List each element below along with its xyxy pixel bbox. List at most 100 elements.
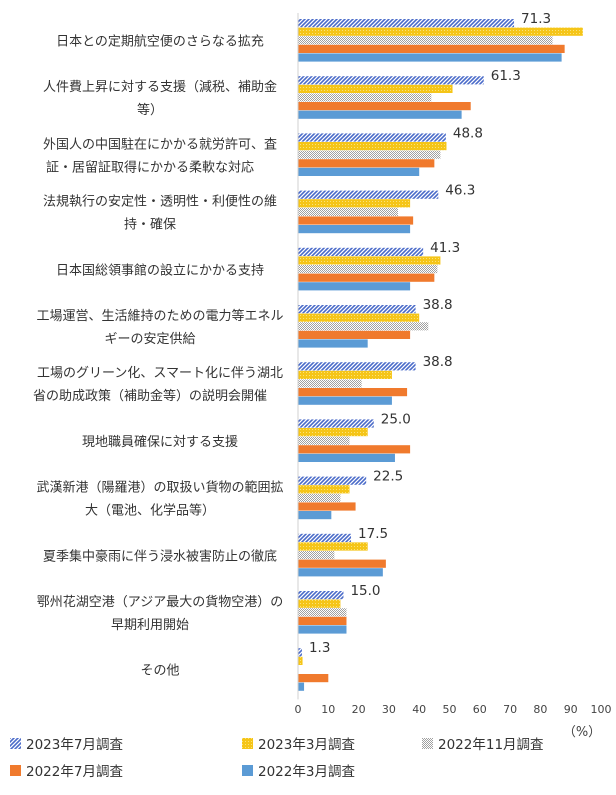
legend-swatch [242, 737, 253, 749]
data-label: 48.8 [453, 125, 483, 141]
bar-4-6 [298, 330, 411, 339]
data-label: 61.3 [491, 68, 521, 84]
bar-2-6 [298, 313, 420, 322]
legend-label: 2022年3月調査 [258, 764, 355, 780]
category-label: 証・居留証取得にかかる柔軟な対応 [46, 159, 254, 175]
bar-5-1 [298, 53, 562, 62]
legend-item: 2022年11月調査 [422, 733, 544, 753]
category-label: 省の助成政策（補助金等）の説明会開催 [33, 388, 267, 404]
legend-swatch [10, 764, 21, 776]
category-label: 現地職員確保に対する支援 [82, 434, 238, 450]
bar-5-10 [298, 568, 383, 577]
category-label: 工場のグリーン化、スマート化に伴う湖北 [37, 366, 283, 381]
bar-2-11 [298, 599, 341, 608]
data-label: 25.0 [381, 411, 411, 427]
category-label: 早期利用開始 [111, 618, 189, 633]
bar-4-10 [298, 559, 386, 568]
bar-5-3 [298, 167, 420, 176]
bar-5-7 [298, 396, 392, 405]
bar-4-8 [298, 445, 411, 454]
bar-3-10 [298, 551, 335, 560]
x-tick-label: 80 [533, 703, 547, 716]
bar-3-8 [298, 436, 350, 445]
bar-4-1 [298, 44, 565, 53]
bar-4-11 [298, 616, 347, 625]
category-label: 夏季集中豪雨に伴う浸水被害防止の徹底 [43, 548, 277, 564]
bar-4-3 [298, 159, 435, 168]
bar-4-2 [298, 102, 471, 111]
category-label: 大（電池、化学品等） [85, 503, 215, 519]
data-label: 22.5 [373, 469, 403, 485]
bar-5-12 [298, 682, 305, 691]
bar-1-4 [298, 190, 439, 199]
data-label: 17.5 [358, 526, 388, 542]
x-tick-label: 100 [591, 703, 612, 716]
bar-4-5 [298, 273, 435, 282]
bar-5-6 [298, 339, 368, 348]
category-label: 武漢新港（陽羅港）の取扱い貨物の範囲拡 [36, 480, 283, 496]
data-label: 46.3 [445, 183, 475, 199]
x-tick-label: 30 [382, 703, 396, 716]
bar-5-2 [298, 110, 462, 119]
bar-3-6 [298, 322, 429, 331]
bar-3-3 [298, 150, 441, 159]
bar-3-2 [298, 93, 432, 102]
bar-4-12 [298, 674, 329, 683]
bar-3-9 [298, 493, 341, 502]
legend-swatch [422, 737, 433, 749]
x-tick-label: 60 [473, 703, 487, 716]
data-label: 38.8 [423, 297, 453, 313]
bar-3-11 [298, 608, 347, 617]
category-label: 外国人の中国駐在にかかる就労許可、査 [43, 137, 277, 152]
bar-2-5 [298, 256, 441, 265]
x-tick-label: 50 [443, 703, 457, 716]
bar-5-11 [298, 625, 347, 634]
bar-1-7 [298, 362, 416, 371]
category-label: 日本との定期航空便のさらなる拡充 [56, 34, 264, 50]
unit-label: （%） [563, 725, 601, 740]
legend-label: 2022年7月調査 [26, 764, 123, 780]
legend-swatch [10, 737, 21, 749]
category-label: 鄂州花湖空港（アジア最大の貨物空港）の [37, 594, 283, 610]
data-label: 71.3 [521, 11, 551, 27]
legend-label: 2022年11月調査 [438, 737, 544, 753]
bar-2-9 [298, 485, 350, 494]
x-tick-label: 20 [352, 703, 366, 716]
data-label: 41.3 [430, 240, 460, 256]
category-label: 人件費上昇に対する支援（減税、補助金 [43, 79, 277, 95]
x-tick-label: 10 [321, 703, 335, 716]
bar-3-1 [298, 36, 553, 45]
x-tick-label: 0 [295, 703, 302, 716]
bar-1-11 [298, 591, 344, 600]
bar-3-4 [298, 207, 398, 216]
category-label: ギーの安定供給 [104, 332, 195, 347]
bar-3-5 [298, 265, 438, 274]
bar-5-5 [298, 282, 411, 291]
category-label: 日本国総領事館の設立にかかる支持 [56, 262, 264, 278]
category-label: 工場運営、生活維持のための電力等エネル [36, 308, 283, 324]
x-tick-label: 40 [412, 703, 426, 716]
legend-item: 2022年7月調査 [10, 760, 123, 780]
bar-2-3 [298, 142, 447, 151]
legend-label: 2023年3月調査 [258, 737, 355, 753]
category-label: 法規執行の安定性・透明性・利便性の維 [43, 194, 277, 210]
bar-3-7 [298, 379, 362, 388]
bar-1-3 [298, 133, 446, 142]
legend-item: 2023年3月調査 [242, 733, 355, 753]
bar-1-12 [298, 648, 302, 657]
legend-swatch [242, 764, 253, 776]
bar-2-7 [298, 370, 392, 379]
bar-2-10 [298, 542, 368, 551]
bar-1-5 [298, 247, 424, 256]
category-label: その他 [140, 664, 179, 679]
x-tick-label: 90 [564, 703, 578, 716]
bar-2-2 [298, 84, 453, 93]
bar-1-9 [298, 476, 367, 485]
bar-1-1 [298, 19, 515, 28]
bar-1-8 [298, 419, 374, 428]
bar-1-2 [298, 76, 484, 85]
bar-5-9 [298, 511, 332, 520]
data-label: 38.8 [423, 354, 453, 370]
category-label: 持・確保 [124, 217, 176, 233]
